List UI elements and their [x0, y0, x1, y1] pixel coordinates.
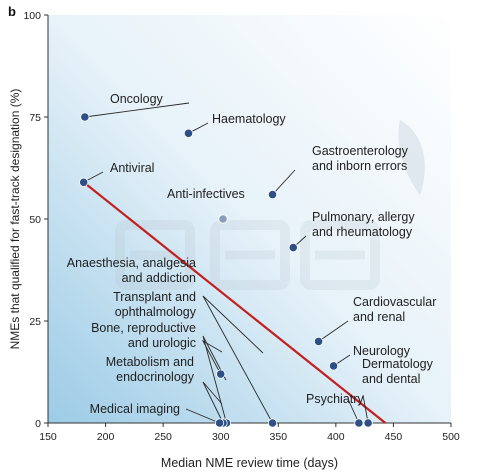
data-point	[80, 112, 90, 122]
point-label: Dermatology and dental	[362, 357, 434, 386]
point-label-line: Medical imaging	[90, 402, 180, 416]
x-tick-label: 200	[97, 431, 115, 443]
leader-line	[362, 394, 369, 424]
point-label: Transplant and ophthalmology	[113, 290, 197, 319]
leader-line	[202, 381, 224, 424]
watermark-glyph-1	[210, 220, 290, 290]
point-label-line: Antiviral	[110, 161, 154, 175]
leader-line	[202, 295, 273, 424]
x-tick-label: 450	[385, 431, 403, 443]
y-tick-label: 75	[29, 112, 41, 124]
y-tick-label: 100	[23, 10, 41, 22]
leader-line	[202, 335, 227, 424]
plot-background	[48, 15, 451, 423]
point-label-line: Psychiatry	[306, 392, 364, 406]
point-label-line: Bone, reproductive	[91, 321, 196, 335]
leader-line	[272, 169, 296, 195]
x-tick-label: 500	[442, 431, 460, 443]
point-label: Metabolism and endocrinology	[106, 355, 195, 384]
point-label-line: ophthalmology	[115, 305, 197, 319]
x-tick-label: 350	[270, 431, 288, 443]
data-point	[288, 242, 298, 253]
point-label: Psychiatry	[306, 392, 364, 406]
x-tick-label: 400	[327, 431, 345, 443]
point-label-line: Gastroenterology	[312, 144, 409, 158]
point-label-line: and addiction	[122, 271, 196, 285]
leader-line	[84, 102, 190, 118]
point-label-line: Dermatology	[362, 357, 434, 371]
watermark-glyph-2	[300, 220, 380, 290]
watermark-leaf-icon	[398, 120, 425, 195]
trend-line	[83, 181, 387, 424]
point-label-line: and dental	[362, 372, 420, 386]
data-point	[183, 128, 194, 138]
point-label-line: Pulmonary, allergy	[312, 210, 415, 224]
leader-line	[318, 320, 349, 342]
point-label: Haematology	[212, 112, 286, 126]
point-label-line: Metabolism and	[106, 355, 194, 369]
panel-label: b	[8, 4, 16, 19]
data-point	[214, 418, 225, 428]
point-label-line: Haematology	[212, 112, 286, 126]
y-tick-label: 0	[35, 418, 41, 430]
y-tick-label: 50	[29, 214, 41, 226]
data-point	[267, 189, 278, 200]
x-tick-label: 300	[212, 431, 230, 443]
point-label-line: Transplant and	[113, 290, 196, 304]
data-point	[328, 361, 339, 371]
data-point	[218, 214, 228, 224]
data-point	[354, 418, 364, 428]
data-point	[363, 418, 373, 428]
point-label-line: Anti-infectives	[167, 187, 245, 201]
leader-line	[201, 339, 223, 375]
point-label: Neurology	[353, 344, 411, 358]
x-axis-title: Median NME review time (days)	[161, 456, 338, 470]
x-tick-label: 150	[39, 431, 57, 443]
point-label-line: Cardiovascular	[353, 295, 436, 309]
watermark-logo-icon	[115, 220, 380, 290]
point-label-line: Oncology	[110, 92, 164, 106]
point-label: Antiviral	[110, 161, 154, 175]
point-label: Medical imaging	[90, 402, 180, 416]
point-label-line: Neurology	[353, 344, 411, 358]
point-label-line: and urologic	[128, 336, 196, 350]
x-tick-label: 250	[154, 431, 172, 443]
point-label-line: and renal	[353, 310, 405, 324]
y-tick-label: 25	[29, 316, 41, 328]
data-point	[79, 177, 89, 187]
watermark-glyph-0	[115, 220, 195, 290]
y-axis-title: NMEs that qualified for fast-track desig…	[8, 89, 22, 350]
data-point	[313, 336, 324, 346]
point-label: Anti-infectives	[167, 187, 245, 201]
point-label: Anaesthesia, analgesia and addiction	[67, 256, 196, 285]
point-label-line: and inborn errors	[312, 159, 407, 173]
point-label: Bone, reproductive and urologic	[91, 321, 196, 350]
data-point	[216, 369, 226, 379]
point-label-line: and rheumatology	[312, 225, 413, 239]
point-label: Gastroenterology and inborn errors	[312, 144, 409, 173]
data-point	[267, 418, 278, 428]
point-label-line: endocrinology	[116, 370, 195, 384]
point-label: Oncology	[110, 92, 164, 106]
point-label: Pulmonary, allergy and rheumatology	[312, 210, 415, 239]
point-label-line: Anaesthesia, analgesia	[67, 256, 196, 270]
point-label: Cardiovascular and renal	[353, 295, 436, 324]
leader-line	[185, 408, 220, 424]
